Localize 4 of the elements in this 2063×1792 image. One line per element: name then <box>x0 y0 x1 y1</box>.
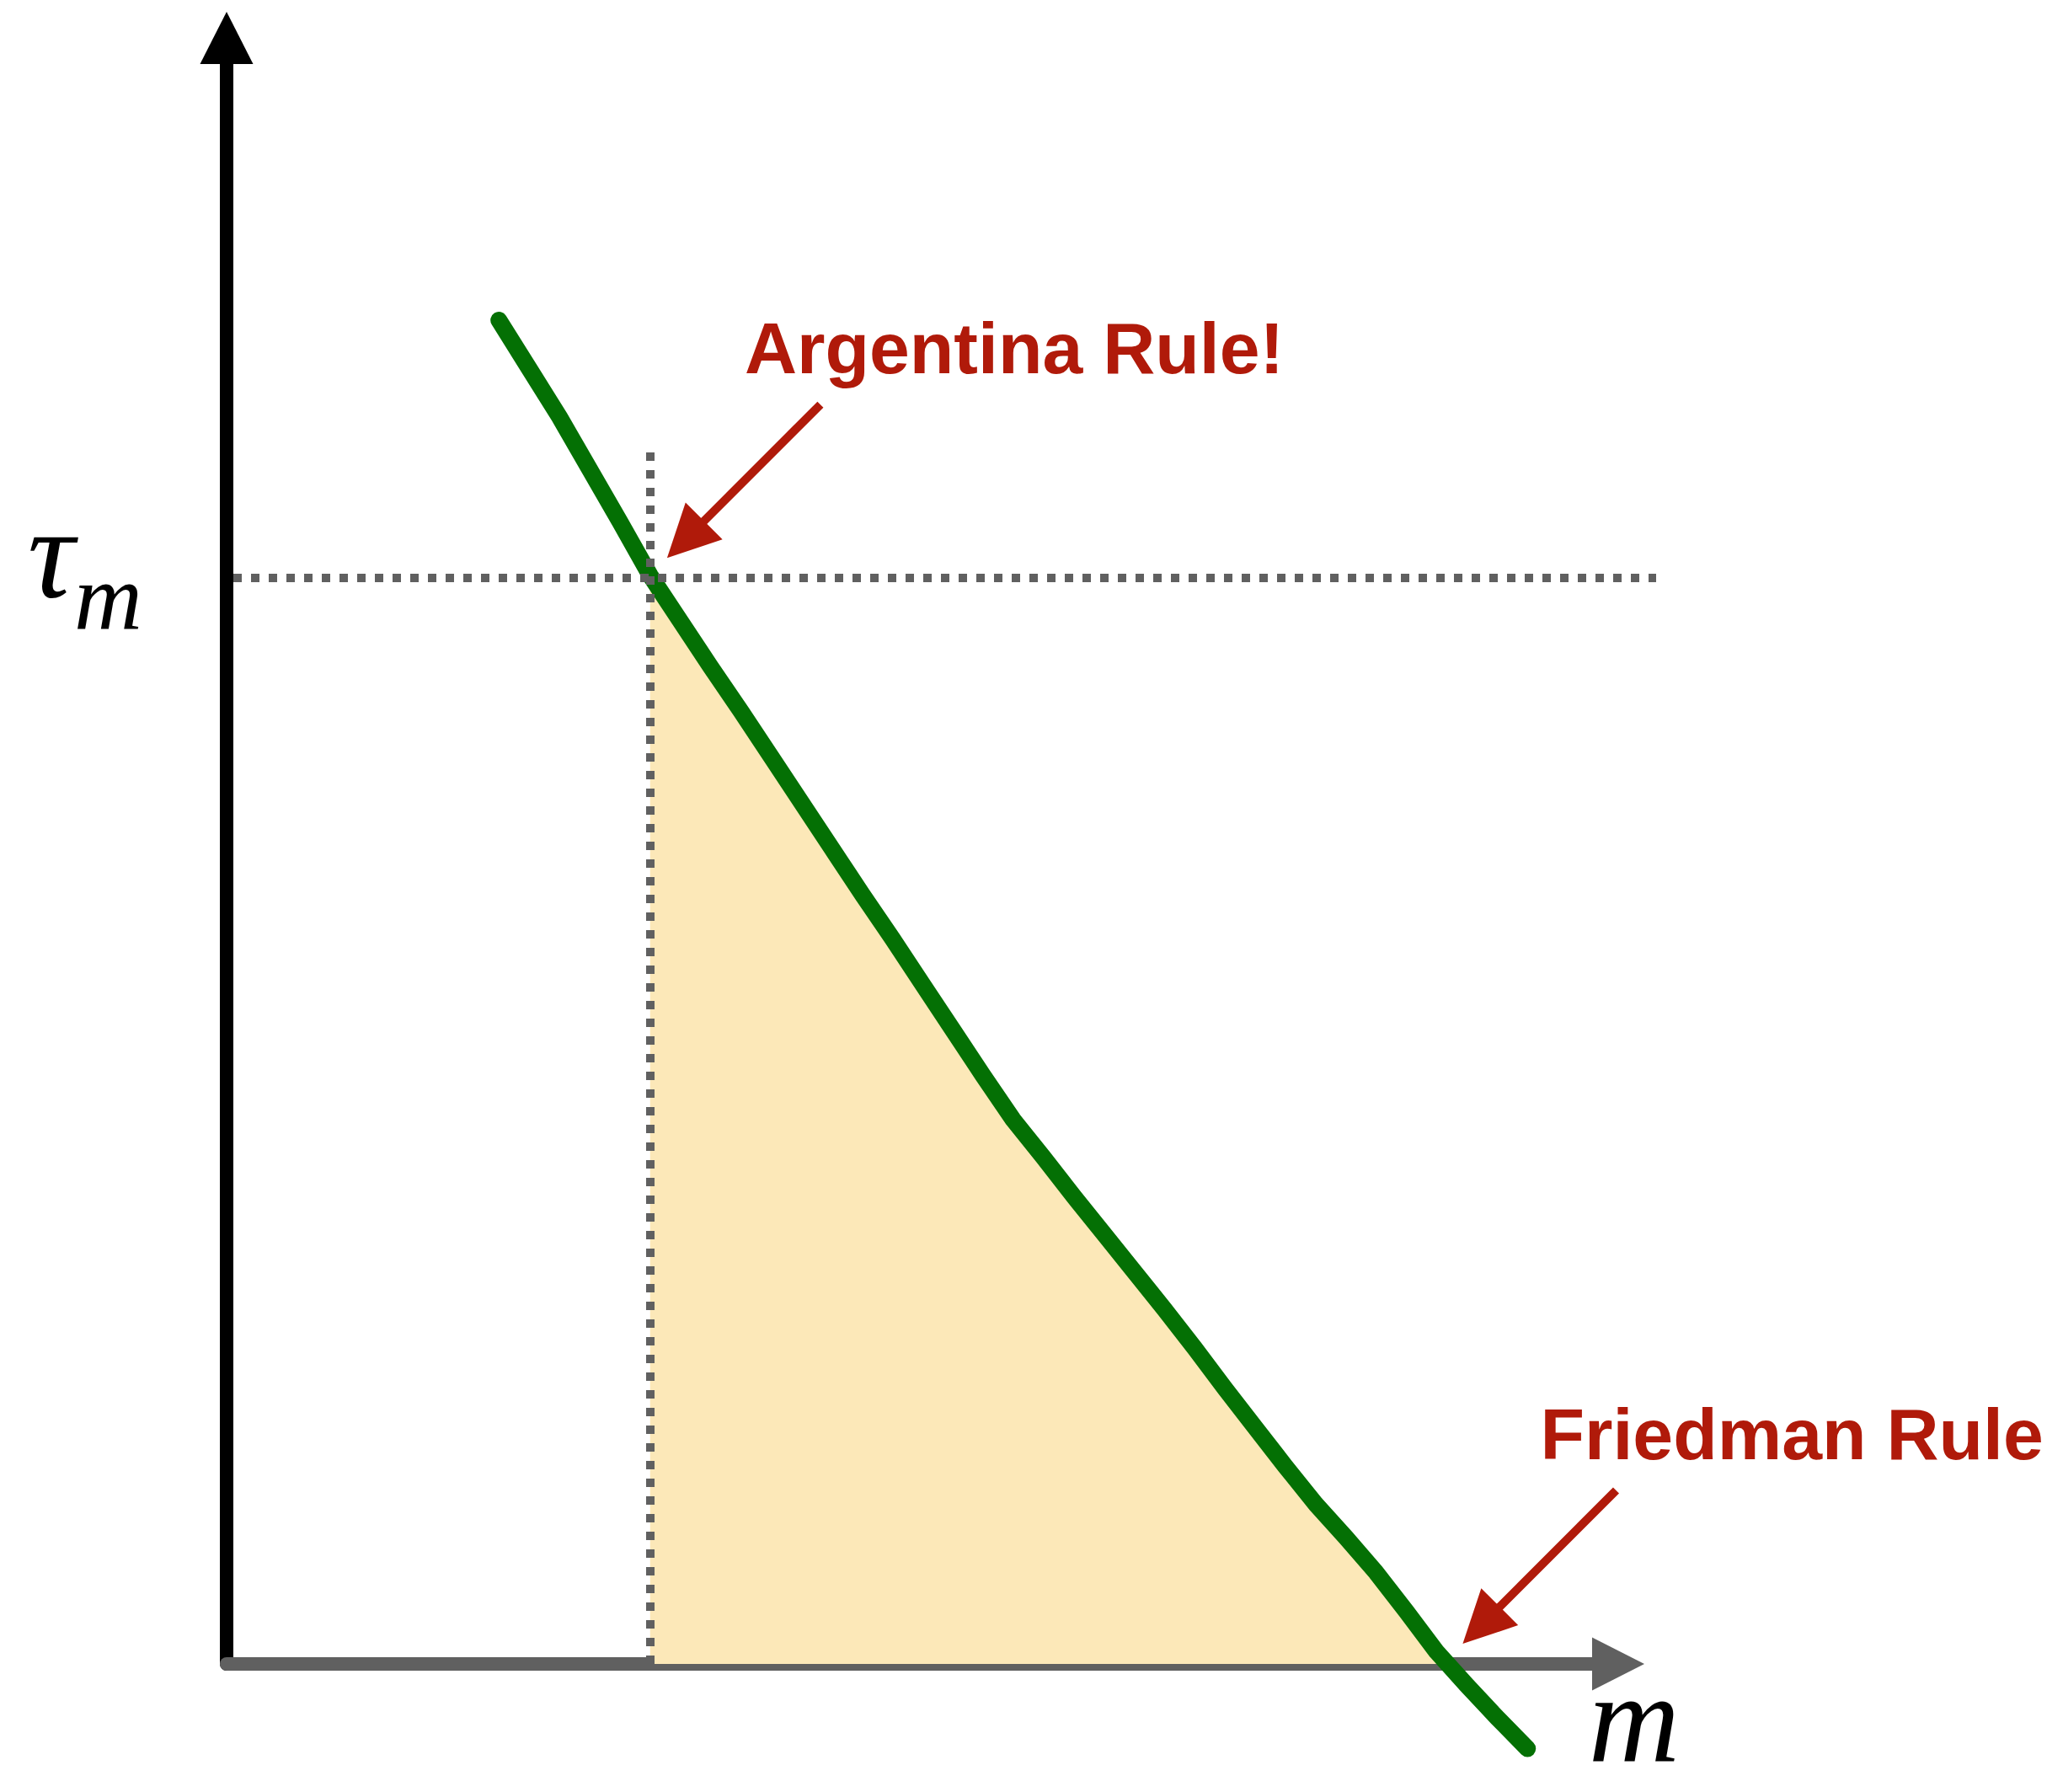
annotation: Friedman Rule <box>1540 1393 2044 1474</box>
annotation: Argentina Rule! <box>744 308 1285 389</box>
ref-line-label: τ$_{m}$ <box>27 480 142 650</box>
x-axis-title: m <box>1588 1648 1680 1788</box>
